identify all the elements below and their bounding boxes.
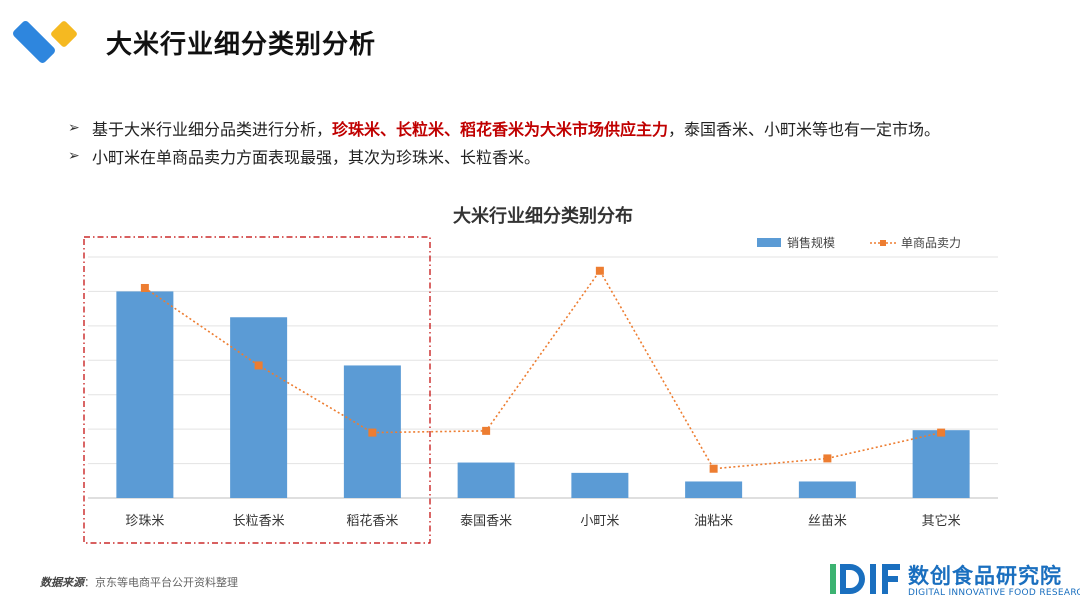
legend-bar-label: 销售规模 (787, 235, 835, 250)
brand-dif-icon (830, 564, 900, 594)
bar-泰国香米 (457, 462, 515, 498)
bar-珍珠米 (116, 291, 174, 498)
line-series (140, 266, 946, 473)
bar-油粘米 (685, 481, 743, 498)
bar-丝苗米 (798, 481, 856, 498)
bullet-list: ➢ 基于大米行业细分品类进行分析， 珍珠米、长粒米、稻花香米为大米市场供应主力 ，泰… (68, 114, 1068, 170)
bullet-1-text: 基于大米行业细分品类进行分析， (92, 120, 333, 139)
bar-series (116, 291, 970, 498)
logo-yellow-diamond (51, 21, 77, 47)
x-tick-label: 泰国香米 (460, 514, 512, 529)
x-tick-label: 稻花香米 (346, 513, 398, 529)
line-point-稻花香米 (368, 428, 377, 437)
line-point-油粘米 (709, 464, 718, 473)
line-point-珍珠米 (140, 283, 149, 292)
x-tick-label: 其它米 (922, 513, 961, 529)
bullet-1-highlight: 珍珠米、长粒米、稻花香米为大米市场供应主力 (332, 120, 669, 139)
bullet-2-text: 小町米在单商品卖力方面表现最强，其次为珍珠米、长粒香米。 (92, 148, 541, 167)
line-point-小町米 (595, 266, 604, 275)
brand-logo: 数创食品研究院 DIGITAL INNOVATIVE FOOD RESEARCH (828, 558, 1080, 604)
line-point-长粒香米 (254, 361, 263, 370)
bar-小町米 (571, 472, 629, 498)
bullet-arrow-icon: ➢ (68, 120, 80, 136)
source-note: 数据来源：京东等电商平台公开资料整理 (40, 574, 238, 590)
page-title: 大米行业细分类别分析 (106, 30, 377, 60)
x-tick-label: 小町米 (580, 514, 619, 529)
source-text: ：京东等电商平台公开资料整理 (84, 576, 238, 589)
legend: 销售规模 单商品卖力 (757, 235, 961, 250)
bullet-1-tail: ，泰国香米、小町米等也有一定市场。 (668, 120, 941, 139)
x-axis-labels: 珍珠米 长粒香米 稻花香米 泰国香米 小町米 油粘米 丝苗米 其它米 (125, 513, 960, 529)
line-point-丝苗米 (823, 454, 832, 463)
chart-grid (88, 256, 998, 499)
bullet-2: ➢ 小町米在单商品卖力方面表现最强，其次为珍珠米、长粒香米。 (68, 142, 1068, 170)
legend-line-marker (880, 240, 886, 246)
bullet-arrow-icon: ➢ (68, 148, 80, 164)
x-tick-label: 珍珠米 (125, 514, 164, 529)
line-point-其它米 (937, 428, 946, 437)
bar-长粒香米 (230, 317, 288, 498)
bar-其它米 (912, 430, 970, 498)
x-tick-label: 长粒香米 (233, 514, 285, 529)
brand-name-en: DIGITAL INNOVATIVE FOOD RESEARCH (908, 588, 1080, 598)
logo-mark (13, 21, 77, 63)
highlight-box (83, 236, 431, 544)
legend-line-label: 单商品卖力 (901, 235, 961, 250)
chart-title: 大米行业细分类别分布 (453, 205, 633, 227)
source-label: 数据来源 (40, 576, 84, 589)
line-point-泰国香米 (482, 426, 491, 435)
x-tick-label: 油粘米 (694, 514, 733, 529)
logo-blue-bar (13, 21, 55, 63)
line-path (144, 269, 942, 470)
brand-name-cn: 数创食品研究院 (908, 564, 1062, 588)
x-tick-label: 丝苗米 (808, 514, 847, 529)
bullet-1: ➢ 基于大米行业细分品类进行分析， 珍珠米、长粒米、稻花香米为大米市场供应主力 ，泰… (68, 114, 1068, 142)
legend-bar-swatch (757, 238, 781, 247)
chart: 大米行业细分类别分布 珍珠米 长粒香米 稻花香米 泰国香米 小町米 油粘米 丝苗米 其它米 销… (83, 205, 998, 544)
